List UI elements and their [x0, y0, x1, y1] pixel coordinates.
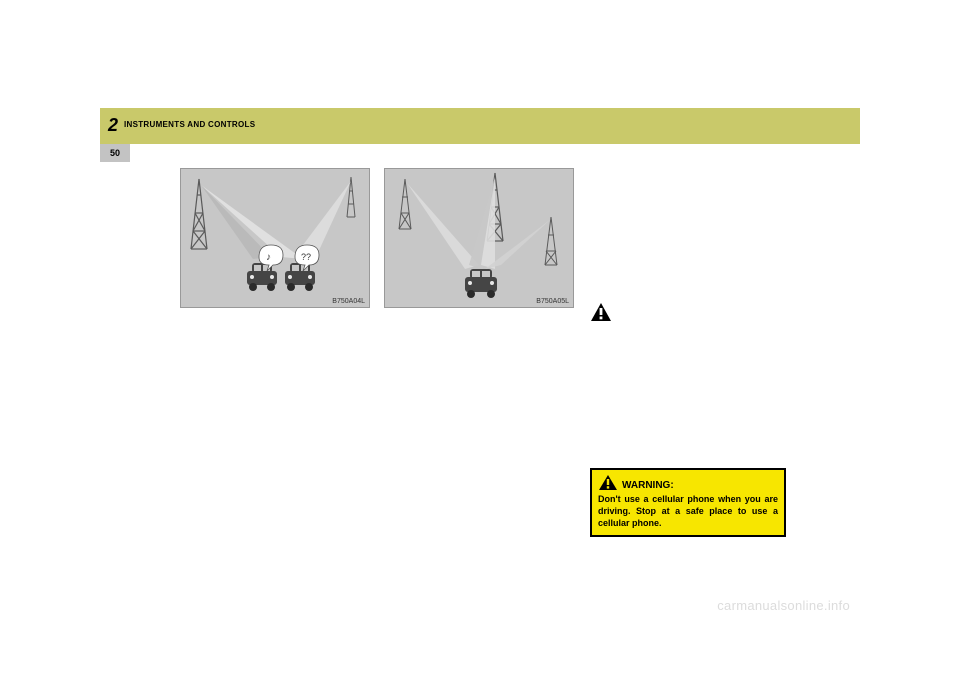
caution-icon — [590, 302, 612, 322]
figure-multipath: B750A05L — [384, 168, 574, 308]
warning-header: WARNING: — [598, 474, 778, 491]
warning-body: Don't use a cellular phone when you are … — [598, 493, 778, 529]
page-number: 50 — [110, 148, 120, 158]
chapter-title: INSTRUMENTS AND CONTROLS — [124, 120, 255, 129]
watermark: carmanualsonline.info — [717, 598, 850, 613]
chapter-number: 2 — [108, 115, 118, 136]
figure-label: B750A04L — [332, 298, 365, 305]
svg-text:♪: ♪ — [266, 252, 271, 263]
figure-label: B750A05L — [536, 298, 569, 305]
warning-title: WARNING: — [622, 480, 674, 491]
station-swapping-svg: ♪ ?? — [181, 169, 370, 308]
header-band: 2 INSTRUMENTS AND CONTROLS — [100, 108, 860, 144]
svg-text:??: ?? — [301, 252, 311, 262]
warning-box: WARNING: Don't use a cellular phone when… — [590, 468, 786, 537]
warning-icon — [598, 474, 618, 491]
multipath-svg — [385, 169, 574, 308]
page-number-tab: 50 — [100, 144, 130, 162]
figure-station-swapping: ♪ ?? B750A04L — [180, 168, 370, 308]
